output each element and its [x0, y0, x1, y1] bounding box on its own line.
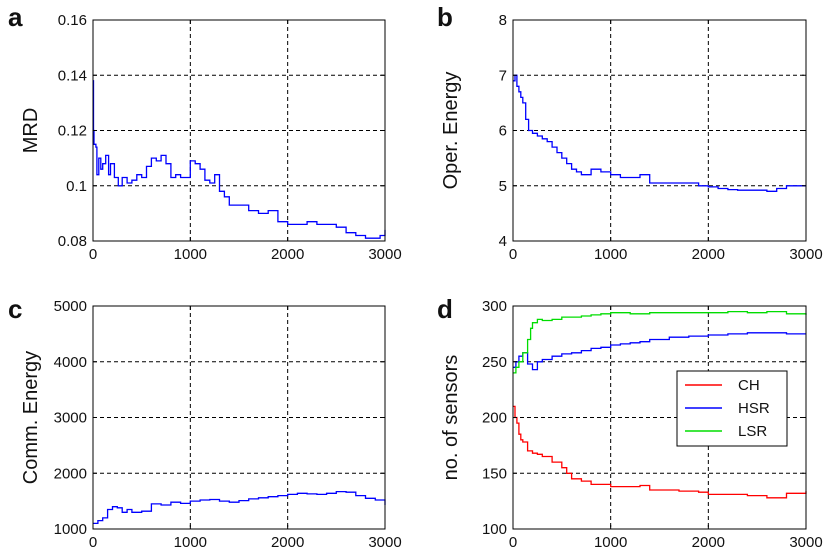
y-tick-label: 0.16 — [58, 12, 87, 29]
legend-label-hsr: HSR — [738, 400, 770, 417]
legend-label-lsr: LSR — [738, 423, 767, 440]
series-line-lsr — [513, 310, 807, 374]
y-tick-label: 300 — [482, 298, 507, 315]
x-tick-label: 2000 — [692, 246, 725, 263]
y-tick-label: 0.1 — [66, 178, 87, 195]
series-line-0 — [93, 490, 386, 525]
y-axis-label: MRD — [20, 108, 42, 154]
y-axis-label: Oper. Energy — [440, 72, 462, 190]
series-line-ch — [513, 405, 807, 499]
y-tick-label: 3000 — [54, 410, 87, 427]
panel-c: c 0 1000 2000 300010002000300040005000Comm.… — [8, 294, 402, 551]
panel-a-letter: a — [8, 2, 23, 32]
plot-area — [93, 20, 385, 241]
y-axis-label: Comm. Energy — [20, 351, 42, 484]
y-axis-label: no. of sensors — [440, 355, 462, 481]
legend-label-ch: CH — [738, 377, 760, 394]
x-tick-label: 2000 — [271, 246, 304, 263]
series-line-hsr — [513, 332, 806, 371]
x-tick-label: 1000 — [174, 534, 207, 551]
plot-area — [513, 20, 806, 241]
panel-b-letter: b — [437, 2, 453, 32]
x-tick-label: 0 — [509, 534, 517, 551]
y-tick-label: 1000 — [54, 521, 87, 538]
x-tick-label: 3000 — [789, 534, 822, 551]
x-tick-label: 1000 — [594, 246, 627, 263]
x-tick-label: 3000 — [368, 534, 401, 551]
series-line-0 — [513, 74, 806, 192]
legend: CH HSR LSR — [676, 370, 788, 447]
x-tick-label: 3000 — [789, 246, 822, 263]
y-tick-label: 0.12 — [58, 123, 87, 140]
y-tick-label: 0.14 — [58, 67, 87, 84]
panel-c-letter: c — [8, 294, 22, 324]
panel-b: b 0 1000 2000 3000 4 5 6 7 8 Oper. Energy — [437, 2, 823, 263]
y-tick-label: 2000 — [54, 465, 87, 482]
y-tick-label: 8 — [499, 12, 507, 29]
x-tick-label: 2000 — [271, 534, 304, 551]
x-tick-label: 1000 — [594, 534, 627, 551]
y-tick-label: 4 — [499, 233, 507, 250]
x-tick-label: 0 — [89, 246, 97, 263]
panel-a-plot: 0 1000 2000 3000 0.08 0.1 0.12 0.14 0.16 MRD — [20, 12, 402, 263]
x-tick-label: 0 — [89, 534, 97, 551]
x-tick-label: 3000 — [368, 246, 401, 263]
x-tick-label: 0 — [509, 246, 517, 263]
y-tick-label: 200 — [482, 410, 507, 427]
series-line-0 — [92, 80, 386, 239]
panel-d: d 0 1000 2000 3000 100 150 200 250 300 no. of sen… — [437, 294, 823, 551]
y-tick-label: 0.08 — [58, 233, 87, 250]
y-tick-label: 6 — [499, 123, 507, 140]
x-tick-label: 1000 — [174, 246, 207, 263]
y-tick-label: 4000 — [54, 354, 87, 371]
panel-a: a 0 1000 2000 3000 0.08 0.1 0.12 0.14 0.16 MRD — [8, 2, 402, 263]
panel-d-plot: 0 1000 2000 3000 100 150 200 250 300 no. of senso… — [440, 298, 823, 551]
y-tick-label: 100 — [482, 521, 507, 538]
y-tick-label: 5 — [499, 178, 507, 195]
panel-d-letter: d — [437, 294, 453, 324]
y-tick-label: 250 — [482, 354, 507, 371]
y-tick-label: 7 — [499, 67, 507, 84]
x-tick-label: 2000 — [692, 534, 725, 551]
y-tick-label: 5000 — [54, 298, 87, 315]
y-tick-label: 150 — [482, 465, 507, 482]
panel-b-plot: 0 1000 2000 3000 4 5 6 7 8 Oper. Energy — [440, 12, 823, 263]
